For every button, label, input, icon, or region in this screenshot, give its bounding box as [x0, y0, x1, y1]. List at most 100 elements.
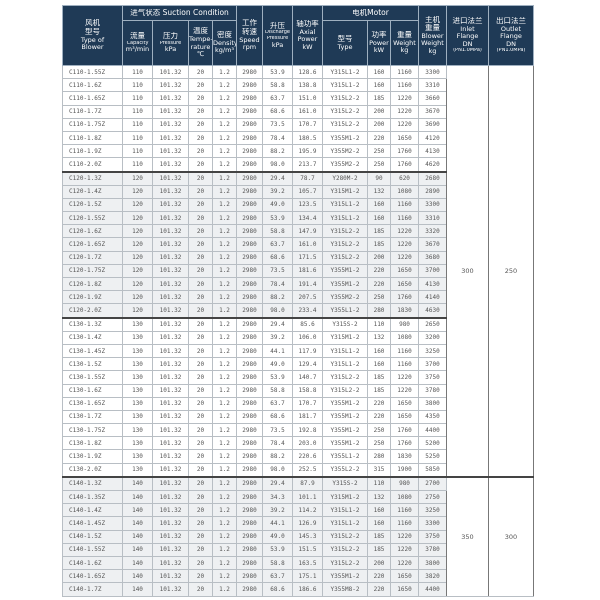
cell-speed: 2980	[236, 184, 263, 199]
table-row: C140-1.3Z 140 101.32 20 1.2 2980 29.4 87.9 Y315S…	[62, 475, 534, 597]
header-line: Axial	[299, 28, 316, 36]
cell-capacity: 110	[122, 157, 153, 172]
cell-density: 1.2	[212, 462, 237, 478]
header-blower-type: 风机 型号 Type of Blower	[62, 5, 123, 66]
cell-speed: 2980	[236, 316, 263, 332]
cell-density: 1.2	[212, 130, 237, 146]
cell-temperature: 20	[188, 78, 213, 93]
cell-density: 1.2	[212, 475, 237, 491]
cell-capacity: 120	[122, 250, 153, 265]
cell-motor-power: 250	[367, 290, 391, 305]
header-line: Weight	[421, 40, 444, 48]
cell-capacity: 120	[122, 290, 153, 305]
cell-model: C110-1.6Z	[62, 78, 123, 93]
cell-density: 1.2	[212, 529, 237, 544]
table-row: C140-1.5Z 140 101.32 20 1.2 2980 49.0 145.3 Y315…	[62, 529, 534, 544]
cell-capacity: 140	[122, 503, 153, 518]
cell-discharge-pressure: 39.2	[262, 330, 293, 345]
cell-blower-weight: 3750	[418, 529, 447, 544]
header-line: Inlet	[460, 25, 475, 33]
cell-motor-type: Y315M1-2	[322, 330, 368, 345]
cell-motor-type: Y355M1-2	[322, 423, 368, 438]
cell-speed: 2980	[236, 503, 263, 518]
cell-model: C130-1.7Z	[62, 409, 123, 425]
cell-density: 1.2	[212, 409, 237, 425]
cell-motor-type: Y315L2-2	[322, 529, 368, 544]
table-row: C120-1.9Z 120 101.32 20 1.2 2980 88.2 207.5 Y355…	[62, 290, 534, 305]
cell-motor-power: 160	[367, 516, 391, 531]
cell-blower-weight: 3700	[418, 263, 447, 279]
cell-axial-power: 233.4	[292, 303, 323, 319]
cell-temperature: 20	[188, 170, 213, 186]
cell-blower-weight: 3320	[418, 224, 447, 239]
cell-motor-power: 90	[367, 170, 391, 186]
cell-temperature: 20	[188, 582, 213, 597]
cell-speed: 2980	[236, 144, 263, 159]
header-temperature: 温度 Tempe-rature ℃	[188, 20, 213, 66]
cell-temperature: 20	[188, 542, 213, 557]
cell-blower-weight: 3780	[418, 542, 447, 557]
cell-motor-weight: 1650	[390, 569, 419, 584]
cell-density: 1.2	[212, 449, 237, 464]
header-axial-power: 轴功率 Axial Power kW	[292, 5, 323, 66]
cell-motor-type: Y315M1-2	[322, 184, 368, 199]
cell-capacity: 140	[122, 529, 153, 544]
header-inlet-flange: 进口法兰 Inlet Flange DN (PN1.0MPa)	[446, 5, 489, 66]
cell-capacity: 110	[122, 130, 153, 146]
cell-model: C130-1.5Z	[62, 357, 123, 372]
cell-speed: 2980	[236, 582, 263, 597]
table-row: C110-1.75Z 110 101.32 20 1.2 2980 73.5 170.7 Y31…	[62, 117, 534, 132]
header-line: Capacity	[126, 40, 149, 46]
table-row: C140-1.6Z 140 101.32 20 1.2 2980 58.8 163.5 Y315…	[62, 555, 534, 571]
cell-discharge-pressure: 58.8	[262, 555, 293, 571]
cell-motor-power: 160	[367, 197, 391, 213]
cell-temperature: 20	[188, 316, 213, 332]
cell-motor-power: 132	[367, 184, 391, 199]
cell-density: 1.2	[212, 516, 237, 531]
cell-model: C140-1.4Z	[62, 503, 123, 518]
cell-density: 1.2	[212, 383, 237, 398]
cell-model: C130-1.45Z	[62, 343, 123, 359]
cell-discharge-pressure: 68.6	[262, 250, 293, 265]
cell-density: 1.2	[212, 582, 237, 597]
cell-speed: 2980	[236, 117, 263, 132]
cell-blower-weight: 4130	[418, 276, 447, 292]
cell-axial-power: 151.0	[292, 91, 323, 106]
cell-motor-type: Y315L1-2	[322, 64, 368, 80]
cell-capacity: 130	[122, 449, 153, 464]
cell-speed: 2980	[236, 64, 263, 80]
cell-model: C120-1.4Z	[62, 184, 123, 199]
cell-model: C120-1.3Z	[62, 170, 123, 186]
cell-discharge-pressure: 73.5	[262, 263, 293, 279]
header-line: kPa	[271, 41, 284, 49]
cell-motor-weight: 1160	[390, 343, 419, 359]
cell-density: 1.2	[212, 290, 237, 305]
cell-temperature: 20	[188, 489, 213, 505]
cell-density: 1.2	[212, 250, 237, 265]
cell-pressure: 101.32	[152, 224, 189, 239]
cell-discharge-pressure: 63.7	[262, 91, 293, 106]
cell-blower-weight: 3780	[418, 383, 447, 398]
table-row: C120-1.4Z 120 101.32 20 1.2 2980 39.2 105.7 Y315…	[62, 184, 534, 199]
cell-motor-power: 185	[367, 237, 391, 252]
table-row: C110-1.6Z 110 101.32 20 1.2 2980 58.8 138.8 Y315…	[62, 78, 534, 93]
cell-motor-type: Y315L2-2	[322, 224, 368, 239]
cell-motor-power: 160	[367, 503, 391, 518]
cell-capacity: 130	[122, 462, 153, 478]
cell-pressure: 101.32	[152, 130, 189, 146]
cell-model: C130-1.65Z	[62, 396, 123, 411]
cell-density: 1.2	[212, 224, 237, 239]
cell-density: 1.2	[212, 489, 237, 505]
table-header: 风机 型号 Type of Blower 进气状态 Suction Condition…	[62, 5, 534, 66]
cell-discharge-pressure: 88.2	[262, 290, 293, 305]
cell-capacity: 130	[122, 396, 153, 411]
cell-blower-weight: 3250	[418, 503, 447, 518]
cell-speed: 2980	[236, 276, 263, 292]
cell-density: 1.2	[212, 117, 237, 132]
cell-speed: 2980	[236, 263, 263, 279]
cell-discharge-pressure: 53.9	[262, 370, 293, 385]
table-row: C110-1.8Z 110 101.32 20 1.2 2980 78.4 180.5 Y355…	[62, 130, 534, 146]
cell-axial-power: 158.8	[292, 383, 323, 398]
header-line: kg	[400, 47, 409, 55]
cell-speed: 2980	[236, 250, 263, 265]
